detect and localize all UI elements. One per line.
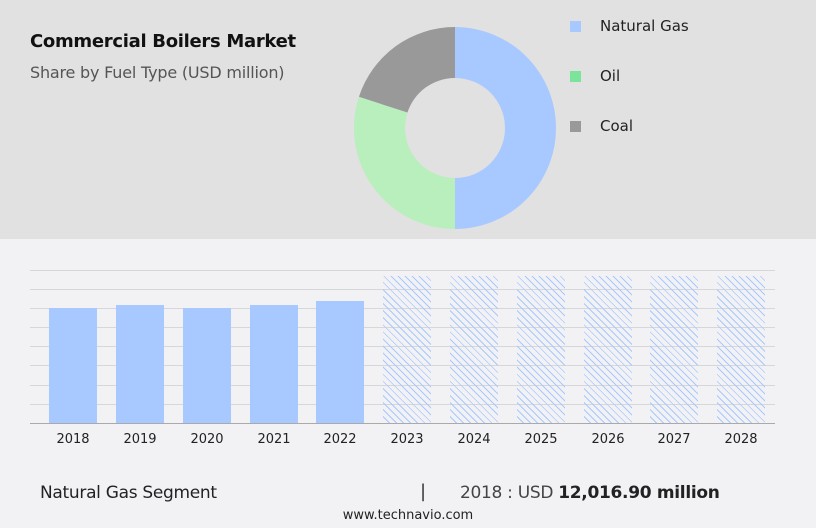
x-tick-label: 2020	[190, 432, 224, 447]
segment-value-amount: 12,016.90 million	[558, 483, 720, 503]
bar-2024-forecast	[450, 276, 498, 423]
bar-2026-forecast	[584, 276, 632, 423]
legend-item-oil: Oil	[570, 67, 620, 85]
x-tick-label: 2027	[657, 432, 691, 447]
legend-label: Natural Gas	[600, 17, 689, 35]
segment-label: Natural Gas Segment	[40, 483, 217, 503]
donut-slice-natural-gas	[455, 27, 556, 229]
bar-2025-forecast	[517, 276, 565, 423]
legend-swatch-icon	[570, 120, 581, 132]
x-tick-label: 2021	[257, 432, 291, 447]
bar-2022	[316, 301, 364, 423]
bar-2027-forecast	[650, 276, 698, 423]
legend-swatch-icon	[570, 70, 581, 82]
bar-2020	[183, 308, 231, 423]
x-tick-label: 2018	[56, 432, 90, 447]
footer-separator: |	[420, 481, 427, 502]
legend-item-coal: Coal	[570, 117, 633, 135]
x-tick-label: 2026	[591, 432, 625, 447]
donut-panel: Commercial Boilers Market Share by Fuel …	[0, 0, 816, 239]
donut-chart	[353, 27, 556, 229]
gridline	[30, 270, 775, 271]
chart-title: Commercial Boilers Market	[30, 31, 296, 52]
x-tick-label: 2024	[457, 432, 491, 447]
bar-2019	[116, 305, 164, 423]
x-tick-label: 2019	[123, 432, 157, 447]
legend-swatch-icon	[570, 20, 581, 32]
donut-slice-coal	[358, 27, 455, 113]
legend-label: Coal	[600, 117, 634, 135]
legend-label: Oil	[600, 67, 621, 85]
chart-subtitle: Share by Fuel Type (USD million)	[30, 63, 285, 82]
x-tick-label: 2025	[524, 432, 558, 447]
legend-item-natural-gas: Natural Gas	[570, 17, 689, 35]
x-axis-line	[30, 423, 775, 424]
x-tick-label: 2022	[323, 432, 357, 447]
segment-value: 2018 : USD 12,016.90 million	[460, 483, 720, 503]
donut-slice-oil	[353, 96, 455, 229]
x-tick-label: 2028	[724, 432, 758, 447]
bar-2018	[49, 308, 97, 423]
source-url: www.technavio.com	[342, 508, 474, 523]
bar-2023-forecast	[383, 276, 431, 423]
bar-2021	[250, 305, 298, 423]
x-tick-label: 2023	[390, 432, 424, 447]
bar-2028-forecast	[717, 276, 765, 423]
segment-value-prefix: 2018 : USD	[460, 483, 559, 503]
